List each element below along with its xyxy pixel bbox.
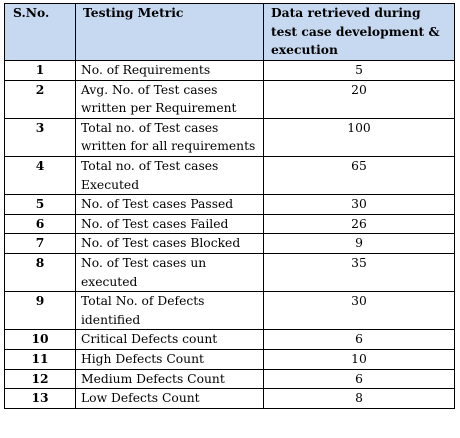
row-sno: 4 (4, 155, 76, 196)
row-value: 30 (263, 194, 455, 215)
table-row: 13 Low Defects Count 8 (4, 388, 455, 409)
table-row: 9 Total No. of Defects identified 30 (4, 291, 455, 331)
row-metric: No. of Test cases Failed (75, 213, 264, 235)
header-data-retrieved: Data retrieved during test case developm… (263, 3, 455, 61)
row-value: 6 (263, 329, 455, 350)
row-metric: No. of Test cases Passed (75, 194, 264, 215)
header-testing-metric: Testing Metric (75, 3, 264, 61)
row-metric: Avg. No. of Test cases written per Requi… (75, 79, 264, 119)
row-sno: 7 (4, 233, 76, 254)
row-metric: Total No. of Defects identified (75, 291, 264, 331)
row-sno: 10 (4, 329, 76, 350)
table-body: 1 No. of Requirements 5 2 Avg. No. of Te… (4, 60, 455, 409)
table-row: 3 Total no. of Test cases written for al… (4, 117, 455, 157)
testing-metrics-table: S.No. Testing Metric Data retrieved duri… (4, 3, 455, 409)
row-sno: 3 (4, 117, 76, 157)
row-value: 8 (263, 388, 455, 409)
row-metric: No. of Test cases Blocked (75, 233, 264, 254)
row-sno: 6 (4, 213, 76, 235)
row-sno: 8 (4, 252, 76, 293)
header-sno: S.No. (4, 3, 76, 61)
row-value: 26 (263, 213, 455, 235)
table-row: 12 Medium Defects Count 6 (4, 368, 455, 390)
header-row: S.No. Testing Metric Data retrieved duri… (4, 3, 455, 61)
row-sno: 1 (4, 60, 76, 81)
row-value: 100 (263, 117, 455, 157)
row-metric: No. of Test cases un executed (75, 252, 264, 293)
row-value: 65 (263, 155, 455, 196)
table-row: 10 Critical Defects count 6 (4, 329, 455, 350)
row-metric: Total no. of Test cases Executed (75, 155, 264, 196)
row-metric: No. of Requirements (75, 60, 264, 81)
row-metric: Total no. of Test cases written for all … (75, 117, 264, 157)
row-sno: 11 (4, 348, 76, 370)
table-row: 1 No. of Requirements 5 (4, 60, 455, 81)
row-sno: 13 (4, 388, 76, 409)
row-value: 20 (263, 79, 455, 119)
row-sno: 2 (4, 79, 76, 119)
row-value: 5 (263, 60, 455, 81)
metrics-table-container: S.No. Testing Metric Data retrieved duri… (4, 3, 455, 409)
row-metric: Low Defects Count (75, 388, 264, 409)
row-value: 30 (263, 291, 455, 331)
row-value: 6 (263, 368, 455, 390)
table-row: 2 Avg. No. of Test cases written per Req… (4, 79, 455, 119)
row-sno: 12 (4, 368, 76, 390)
table-row: 11 High Defects Count 10 (4, 348, 455, 370)
table-header: S.No. Testing Metric Data retrieved duri… (4, 3, 455, 61)
table-row: 8 No. of Test cases un executed 35 (4, 252, 455, 293)
table-row: 5 No. of Test cases Passed 30 (4, 194, 455, 215)
table-row: 6 No. of Test cases Failed 26 (4, 213, 455, 235)
row-metric: Critical Defects count (75, 329, 264, 350)
row-value: 9 (263, 233, 455, 254)
table-row: 4 Total no. of Test cases Executed 65 (4, 155, 455, 196)
row-sno: 9 (4, 291, 76, 331)
row-value: 35 (263, 252, 455, 293)
row-metric: Medium Defects Count (75, 368, 264, 390)
table-row: 7 No. of Test cases Blocked 9 (4, 233, 455, 254)
row-sno: 5 (4, 194, 76, 215)
row-metric: High Defects Count (75, 348, 264, 370)
row-value: 10 (263, 348, 455, 370)
